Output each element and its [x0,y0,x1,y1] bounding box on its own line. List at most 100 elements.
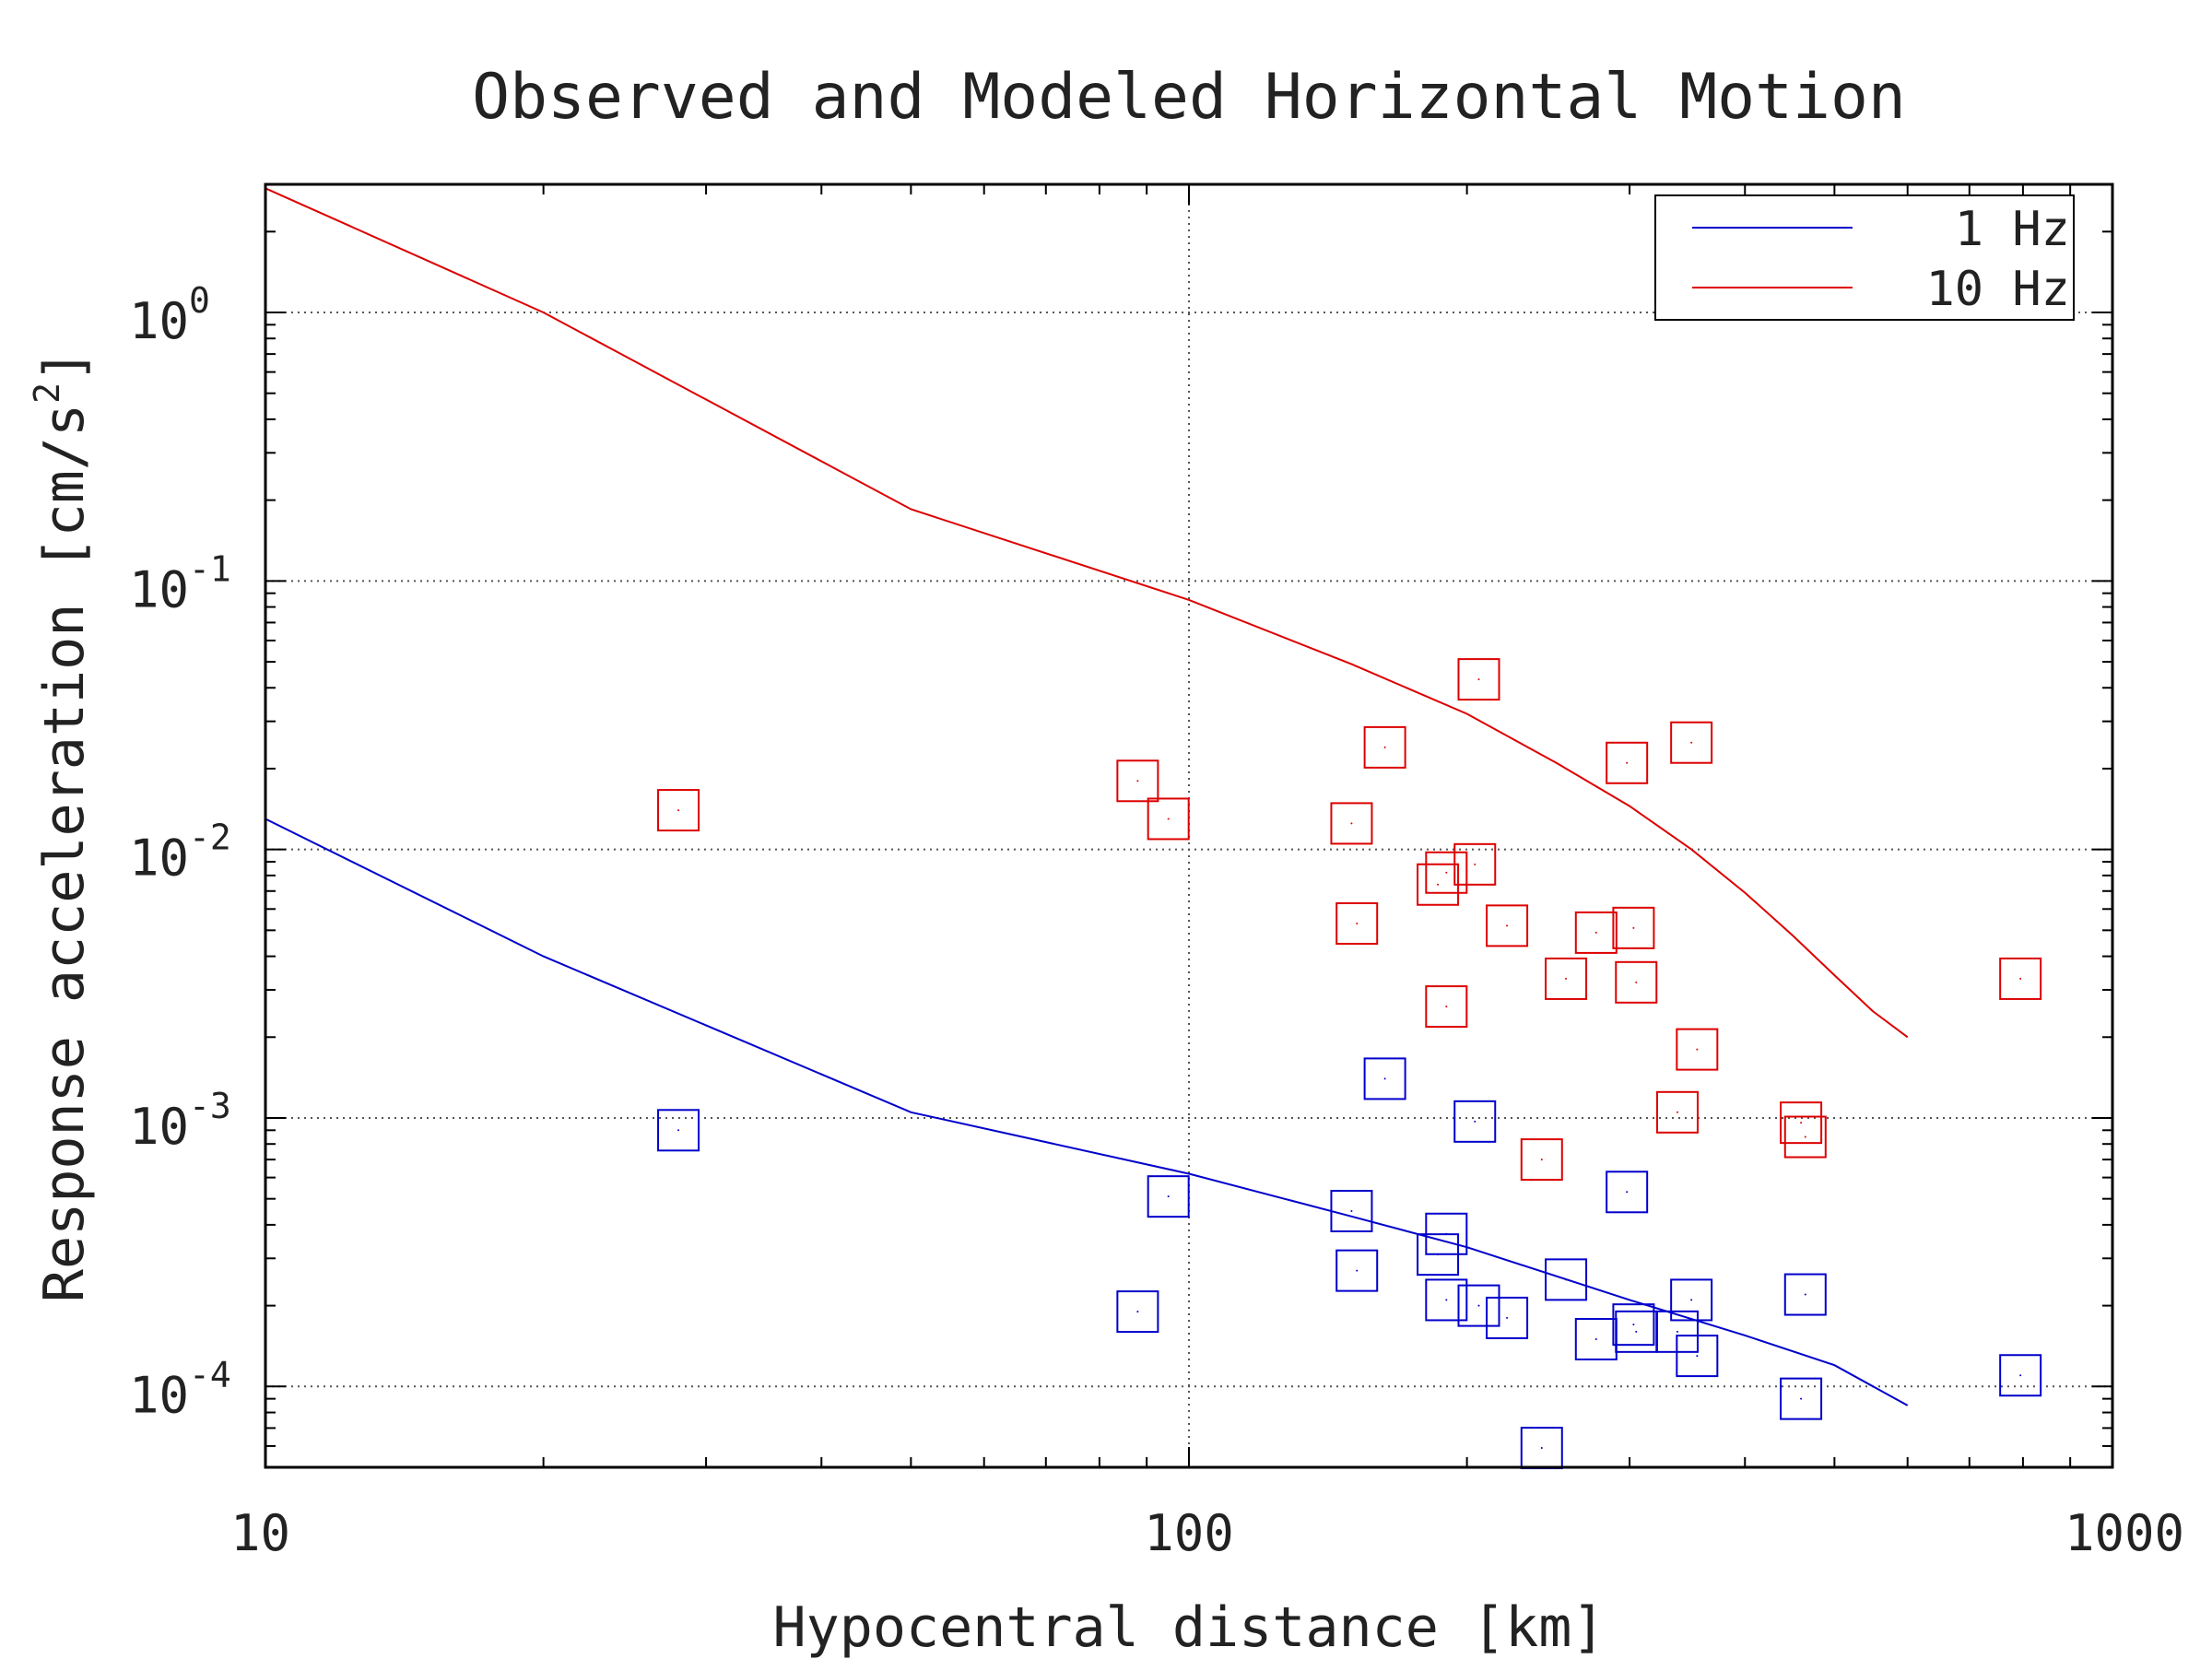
data-point-center-10hz [1696,1048,1699,1051]
data-point-center-10hz [1477,678,1480,681]
data-point-10hz [1676,1028,1719,1071]
data-point-1hz [657,1109,700,1152]
data-point-1hz [1453,1100,1497,1143]
legend-box [1654,194,2075,321]
x-tick-label: 1000 [2065,1504,2184,1562]
data-point-center-1hz [1635,1330,1638,1333]
data-point-center-10hz [1167,818,1170,820]
data-point-1hz [1116,1290,1159,1334]
data-point-center-10hz [1690,741,1693,744]
y-tick-label: 100 [129,280,210,350]
data-point-1hz [1457,1284,1500,1327]
data-point-center-10hz [1437,883,1440,886]
data-point-10hz [1545,957,1588,1000]
data-point-center-1hz [1676,1330,1678,1333]
data-point-center-1hz [1540,1447,1543,1450]
data-point-10hz [1655,1090,1699,1134]
data-point-10hz [1147,797,1190,841]
data-point-1hz [1335,1249,1379,1292]
x-tick-label: 100 [1144,1504,1234,1562]
data-point-center-1hz [1506,1316,1509,1319]
data-point-center-10hz [1356,922,1359,924]
legend-label-10hz: 10 Hz [1925,262,2070,317]
data-point-center-10hz [1506,924,1509,927]
data-point-center-1hz [1167,1195,1170,1198]
data-point-1hz [1606,1171,1649,1214]
data-point-10hz [1457,658,1500,701]
data-point-center-10hz [2019,977,2022,980]
data-point-center-10hz [1635,981,1638,983]
y-tick-label: 10-4 [129,1354,231,1424]
data-point-10hz [1574,911,1618,954]
data-point-center-10hz [1540,1159,1543,1161]
data-point-10hz [1612,906,1655,949]
data-point-center-10hz [1350,822,1353,825]
data-point-10hz [1780,1101,1823,1145]
data-point-center-10hz [1565,977,1568,980]
data-point-10hz [1453,842,1497,886]
series-line-1hz [265,818,1909,1406]
data-point-center-10hz [1445,1006,1448,1008]
data-point-10hz [1335,901,1379,945]
data-point-center-1hz [1350,1210,1353,1213]
series-line-10hz [265,187,1909,1039]
data-point-10hz [1783,1115,1827,1159]
data-point-1hz [1999,1354,2042,1397]
x-tick-label: 10 [230,1504,290,1562]
data-point-center-10hz [677,809,680,812]
data-point-1hz [1363,1057,1406,1100]
grid [265,184,2112,1467]
data-point-center-1hz [1690,1299,1693,1301]
data-point-10hz [1486,904,1529,947]
y-axis-label: Response acceleration [cm/s2] [27,349,97,1302]
data-point-1hz [1486,1296,1529,1339]
data-point-center-1hz [1626,1191,1629,1194]
series-layer [265,187,2042,1470]
legend-label-1hz: 1 Hz [1955,202,2070,257]
x-axis-label: Hypocentral distance [km] [772,1595,1605,1659]
data-point-10hz [1520,1138,1563,1182]
data-point-center-1hz [1477,1304,1480,1307]
data-point-center-1hz [1800,1397,1803,1400]
data-point-10hz [1670,721,1713,764]
data-point-10hz [1363,725,1406,769]
data-point-center-10hz [1383,746,1386,748]
data-point-center-1hz [1474,1120,1477,1123]
data-point-center-10hz [1474,863,1477,865]
data-point-10hz [1606,741,1649,784]
data-point-center-1hz [1383,1077,1386,1080]
data-point-1hz [1783,1273,1827,1316]
data-point-center-1hz [1445,1299,1448,1301]
data-point-center-1hz [1565,1278,1568,1281]
data-point-1hz [1612,1303,1655,1347]
data-point-1hz [1330,1190,1373,1233]
data-point-center-1hz [677,1129,680,1132]
data-point-center-1hz [1356,1269,1359,1272]
y-tick-label: 10-1 [129,548,231,618]
data-point-10hz [1999,957,2042,1000]
data-point-center-1hz [1696,1355,1699,1358]
data-point-1hz [1147,1175,1190,1218]
data-point-10hz [1330,802,1373,845]
data-point-10hz [1116,759,1159,803]
data-point-1hz [1425,1212,1468,1255]
data-point-1hz [1545,1258,1588,1301]
data-point-1hz [1425,1278,1468,1322]
data-point-center-10hz [1594,931,1597,934]
data-point-center-1hz [1445,1232,1448,1235]
data-point-center-10hz [1626,761,1629,764]
data-point-center-10hz [1800,1122,1803,1124]
legend: 1 Hz 10 Hz [1654,194,2075,321]
y-tick-label: 10-2 [129,818,231,888]
data-point-center-1hz [1594,1338,1597,1341]
data-point-center-1hz [2019,1374,2022,1377]
data-point-1hz [1780,1377,1823,1420]
ticks: 10 100 1000 100 10-1 10-2 10-3 10-4 [129,184,2184,1562]
data-point-center-1hz [1804,1293,1806,1296]
data-point-center-10hz [1804,1135,1806,1138]
data-point-10hz [1425,851,1468,894]
data-point-center-10hz [1676,1111,1678,1113]
data-point-center-10hz [1136,780,1139,782]
data-point-1hz [1676,1335,1719,1378]
